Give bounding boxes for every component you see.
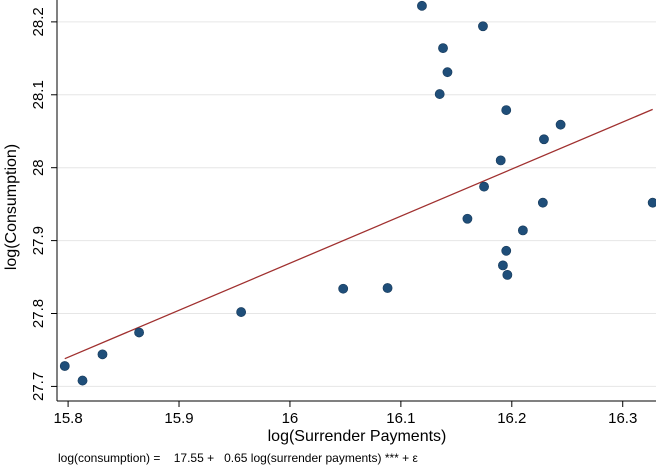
y-tick-label: 28: [30, 159, 47, 176]
x-tick-label: 16.3: [608, 410, 637, 427]
x-tick-label: 16.1: [386, 410, 415, 427]
x-tick-label: 15.9: [164, 410, 193, 427]
y-tick-label: 28.1: [30, 80, 47, 109]
y-tick-label: 27.7: [30, 372, 47, 401]
data-point: [77, 375, 88, 386]
data-point: [502, 269, 513, 280]
data-point: [647, 197, 656, 208]
x-tick-label: 15.8: [53, 410, 82, 427]
x-tick-label: 16: [282, 410, 299, 427]
data-point: [236, 307, 247, 317]
data-point: [59, 361, 70, 371]
data-point: [537, 197, 548, 208]
gridlines: [57, 21, 656, 387]
x-axis-ticks: 15.8 15.9 16 16.1 16.2 16.3: [53, 401, 637, 427]
fit-line: [64, 108, 653, 360]
data-point: [478, 21, 488, 32]
x-axis-title: log(Surrender Payments): [268, 428, 447, 445]
data-point: [539, 134, 549, 145]
y-tick-label: 28.2: [30, 7, 47, 36]
y-axis-title: log(Consumption): [3, 144, 20, 270]
y-axis-ticks: 27.7 27.8 27.9 28 28.1 28.2: [30, 7, 57, 401]
data-point: [462, 213, 473, 224]
data-point: [498, 260, 508, 271]
data-point: [442, 67, 453, 78]
fit-line-group: [64, 108, 653, 360]
data-point: [438, 43, 448, 54]
data-point: [434, 89, 445, 99]
data-point: [134, 327, 144, 338]
data-point: [501, 245, 512, 256]
data-point: [479, 181, 489, 192]
data-point: [501, 105, 512, 115]
data-points: [59, 0, 656, 386]
axes: [56, 0, 656, 402]
regression-footnote: log(consumption) = 17.55 + 0.65 log(surr…: [58, 451, 419, 465]
data-point: [495, 155, 506, 166]
data-point: [97, 349, 108, 360]
data-point: [382, 283, 393, 293]
y-tick-label: 27.9: [30, 226, 47, 255]
data-point: [517, 225, 528, 236]
data-point: [338, 283, 349, 294]
y-tick-label: 27.8: [30, 299, 47, 328]
x-tick-label: 16.2: [497, 410, 526, 427]
data-point: [417, 0, 427, 11]
data-point: [555, 119, 566, 130]
